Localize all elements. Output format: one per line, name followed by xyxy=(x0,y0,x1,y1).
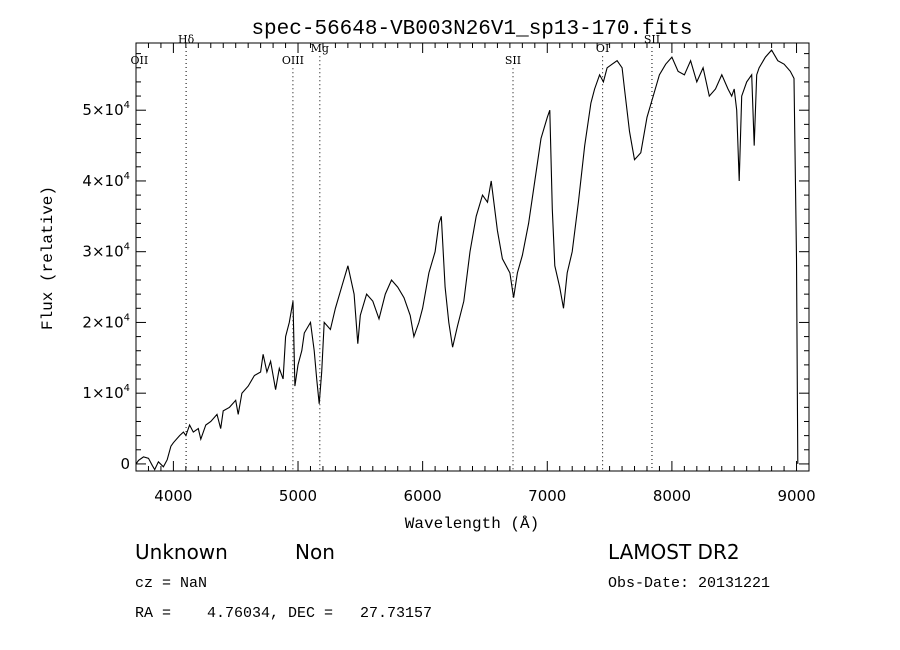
marker-label-2: OIII xyxy=(282,54,304,67)
y-tick-mantissa-3: 3×10 xyxy=(82,243,123,261)
redshift-cz: cz = NaN xyxy=(135,575,208,592)
x-tick-label-2: 6000 xyxy=(404,487,442,505)
x-tick-label-4: 8000 xyxy=(653,487,691,505)
axis-ticks: 4000 5000 6000 7000 8000 900001×1042×1043×104… xyxy=(82,43,816,505)
y-tick-label-5: 5×104 xyxy=(82,100,130,119)
coordinates: RA = 4.76034, DEC = 27.73157 xyxy=(135,605,433,622)
y-tick-mantissa-1: 1×10 xyxy=(82,384,123,402)
x-tick-label-5: 9000 xyxy=(777,487,815,505)
marker-label-5: OI xyxy=(596,42,609,55)
spectrum-line xyxy=(135,49,799,471)
marker-label-0: OII xyxy=(131,54,149,67)
chart-title: spec-56648-VB003N26V1_sp13-170.fits xyxy=(251,18,692,41)
y-tick-exponent-1: 4 xyxy=(124,383,130,394)
y-tick-mantissa-0: 0 xyxy=(120,455,130,473)
y-tick-label-3: 3×104 xyxy=(82,242,130,261)
marker-label-6: SII xyxy=(644,33,660,46)
y-tick-mantissa-2: 2×10 xyxy=(82,313,123,331)
spectral-subclass: Non xyxy=(295,540,335,564)
y-tick-exponent-2: 4 xyxy=(124,312,130,323)
y-tick-mantissa-4: 4×10 xyxy=(82,172,123,190)
marker-label-4: SII xyxy=(505,54,521,67)
x-tick-label-0: 4000 xyxy=(154,487,192,505)
y-tick-label-2: 2×104 xyxy=(82,312,130,331)
x-tick-label-3: 7000 xyxy=(528,487,566,505)
x-tick-label-1: 5000 xyxy=(279,487,317,505)
y-tick-label-1: 1×104 xyxy=(82,383,130,402)
y-tick-exponent-4: 4 xyxy=(124,171,130,182)
y-tick-exponent-3: 4 xyxy=(124,242,130,253)
y-axis-label: Flux (relative) xyxy=(39,186,57,330)
y-tick-label-4: 4×104 xyxy=(82,171,130,190)
y-tick-label-0: 0 xyxy=(120,455,130,473)
marker-label-3: Mg xyxy=(311,42,329,55)
survey-name: LAMOST DR2 xyxy=(608,540,740,564)
obs-date: Obs-Date: 20131221 xyxy=(608,575,771,592)
x-axis-label: Wavelength (Å) xyxy=(405,515,539,533)
y-tick-exponent-5: 4 xyxy=(124,100,130,111)
spectral-class: Unknown xyxy=(135,540,228,564)
y-tick-mantissa-5: 5×10 xyxy=(82,101,123,119)
